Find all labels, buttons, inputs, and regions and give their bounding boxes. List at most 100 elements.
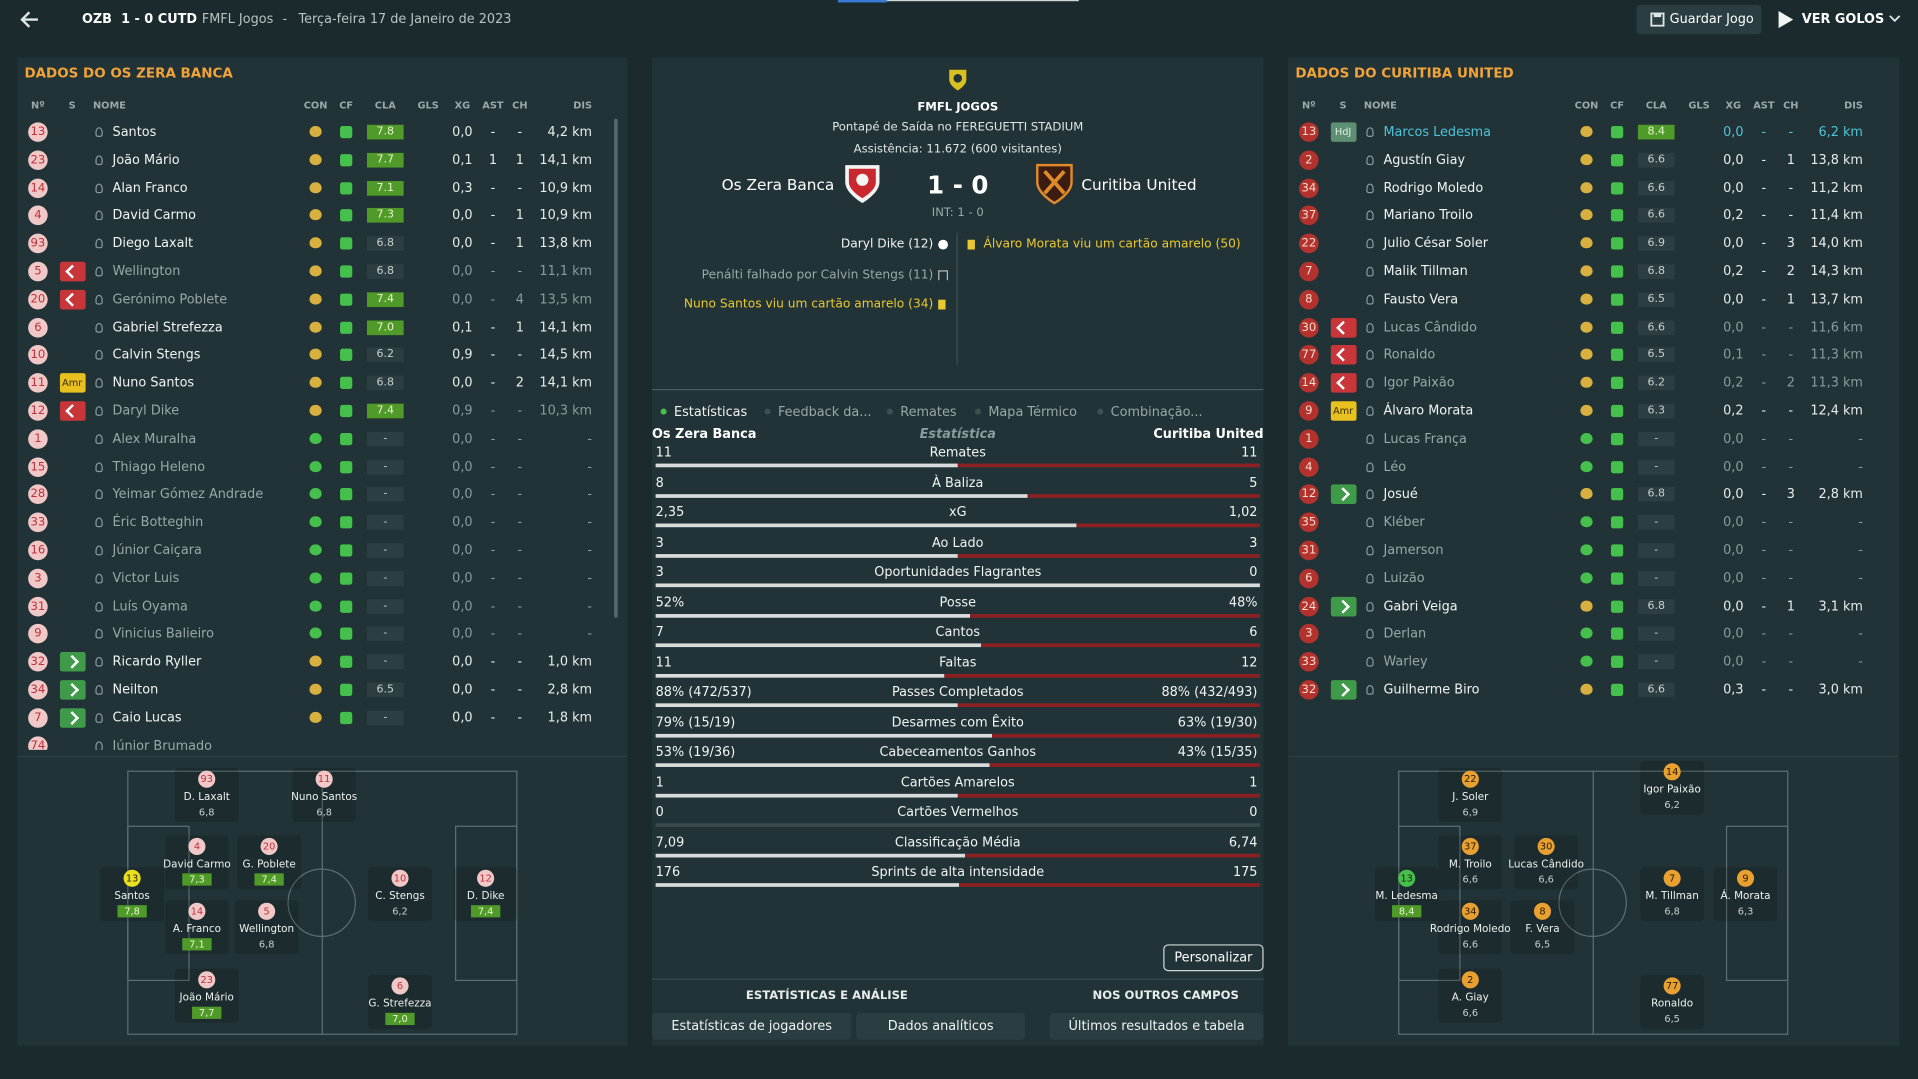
pitch-player-name[interactable]: G. Poblete: [242, 858, 296, 871]
pitch-player-name[interactable]: A. Franco: [172, 923, 221, 936]
save-button[interactable]: [1636, 4, 1762, 35]
number-badge: [1299, 205, 1319, 226]
pitch-player-name[interactable]: Lucas Cândido: [1508, 858, 1584, 871]
player-name[interactable]: Igor Paixão: [1383, 375, 1455, 391]
customize-label[interactable]: Personalizar: [1174, 950, 1253, 966]
player-name[interactable]: Derlan: [1383, 626, 1427, 642]
footer-button-label[interactable]: Últimos resultados e tabela: [1068, 1018, 1245, 1034]
player-name[interactable]: Vinicius Balieiro: [112, 626, 215, 642]
player-name[interactable]: Kléber: [1383, 515, 1425, 530]
player-name[interactable]: Alan Franco: [112, 180, 188, 196]
player-name[interactable]: Julio César Soler: [1383, 236, 1489, 251]
condition-icon: [309, 181, 322, 193]
assists: -: [1761, 682, 1767, 698]
assists: -: [1761, 264, 1767, 279]
player-name[interactable]: Lucas Cândido: [1383, 319, 1477, 335]
xg: 0,0: [452, 487, 473, 502]
player-name[interactable]: Calvin Stengs: [112, 347, 201, 363]
player-name[interactable]: Fausto Vera: [1383, 292, 1459, 307]
player-number: 32: [30, 655, 46, 669]
home-team[interactable]: Os Zera Banca: [721, 175, 835, 194]
tab[interactable]: Estatísticas: [673, 404, 748, 420]
player-name[interactable]: Lucas França: [1383, 431, 1467, 447]
player-name[interactable]: Luizão: [1383, 570, 1425, 586]
away-team[interactable]: Curitiba United: [1081, 175, 1197, 194]
player-name[interactable]: Josué: [1383, 487, 1418, 502]
footer-button[interactable]: [856, 1012, 1026, 1040]
goals-button-label[interactable]: VER GOLOS: [1801, 12, 1885, 27]
pitch-player-name[interactable]: Á. Morata: [1720, 890, 1771, 903]
pitch-player-name[interactable]: D. Dike: [466, 890, 505, 903]
pitch-player-name[interactable]: M. Troilo: [1448, 858, 1492, 871]
player-name[interactable]: Caio Lucas: [112, 710, 182, 726]
player-name[interactable]: Diego Laxalt: [112, 236, 194, 251]
tab[interactable]: Mapa Térmico: [988, 404, 1078, 420]
chances: -: [1788, 626, 1794, 642]
player-name[interactable]: Mariano Troilo: [1383, 208, 1474, 224]
player-name[interactable]: Gabriel Strefezza: [112, 319, 223, 335]
pitch-player-name[interactable]: D. Laxalt: [183, 791, 230, 804]
player-name[interactable]: Jamerson: [1383, 543, 1444, 558]
player-name[interactable]: Nuno Santos: [112, 375, 195, 391]
pitch-player-name[interactable]: J. Soler: [1452, 791, 1489, 804]
player-name[interactable]: Ronaldo: [1383, 347, 1436, 363]
pitch-player-name[interactable]: M. Ledesma: [1375, 890, 1438, 903]
player-name[interactable]: Júnior Caiçara: [112, 543, 202, 558]
customize-button[interactable]: [1163, 944, 1264, 972]
save-button-label[interactable]: Guardar Jogo: [1669, 12, 1754, 27]
dropdown-icon[interactable]: [1889, 15, 1901, 25]
player-name[interactable]: Wellington: [112, 264, 181, 279]
pitch-player-name[interactable]: Igor Paixão: [1643, 784, 1701, 797]
player-name[interactable]: Guilherme Biro: [1383, 682, 1480, 698]
player-name[interactable]: Luís Oyama: [112, 598, 188, 614]
player-name[interactable]: Thiago Heleno: [112, 459, 206, 475]
footer-button-label[interactable]: Dados analíticos: [887, 1018, 994, 1034]
condition-icon: [1580, 237, 1593, 249]
play-icon[interactable]: [1777, 10, 1794, 30]
stat-bar-home: [655, 553, 958, 558]
player-name[interactable]: Álvaro Morata: [1383, 403, 1474, 419]
pitch-player-name[interactable]: Santos: [114, 890, 150, 903]
player-name[interactable]: Daryl Dike: [112, 403, 180, 419]
pitch-player-name[interactable]: Nuno Santos: [291, 791, 358, 804]
pitch-player-name[interactable]: Ronaldo: [1651, 998, 1694, 1011]
player-name[interactable]: Santos: [112, 124, 157, 140]
player-name[interactable]: Léo: [1383, 459, 1407, 475]
player-name[interactable]: David Carmo: [112, 208, 196, 224]
rating-box: [366, 292, 404, 307]
footer-button[interactable]: [1049, 1012, 1264, 1040]
player-name[interactable]: Gabri Veiga: [1383, 598, 1458, 614]
player-name[interactable]: Rodrigo Moledo: [1383, 180, 1484, 196]
tab[interactable]: Remates: [900, 404, 957, 420]
player-name[interactable]: Ricardo Ryller: [112, 654, 202, 670]
pitch-player-name[interactable]: F. Vera: [1525, 923, 1560, 936]
player-name[interactable]: Victor Luis: [112, 570, 180, 586]
tab[interactable]: Combinação...: [1110, 404, 1203, 420]
footer-button[interactable]: [651, 1012, 852, 1040]
footer-button-label[interactable]: Estatísticas de jogadores: [671, 1018, 832, 1034]
pitch-player-name[interactable]: M. Tillman: [1645, 890, 1699, 903]
pitch-player-name[interactable]: G. Strefezza: [368, 998, 432, 1011]
player-name[interactable]: Marcos Ledesma: [1383, 124, 1492, 140]
player-name[interactable]: Alex Muralha: [112, 431, 197, 447]
player-name[interactable]: Yeimar Gómez Andrade: [112, 487, 264, 502]
back-button[interactable]: [18, 10, 40, 30]
pitch-player-name[interactable]: Rodrigo Moledo: [1429, 923, 1511, 936]
player-name[interactable]: Neilton: [112, 682, 159, 698]
pitch-player-name[interactable]: C. Stengs: [375, 890, 425, 903]
kickoff: Pontapé de Saída no FEREGUETTI STADIUM: [832, 120, 1084, 134]
player-name[interactable]: Warley: [1383, 654, 1428, 670]
pitch-player-name[interactable]: A. Giay: [1451, 992, 1489, 1005]
pitch-player-name[interactable]: David Carmo: [163, 858, 231, 871]
pitch-player-name[interactable]: João Mário: [179, 992, 234, 1005]
pitch-player-name[interactable]: Wellington: [239, 923, 295, 936]
player-name[interactable]: Malik Tillman: [1383, 264, 1468, 279]
player-name[interactable]: Gerónimo Poblete: [112, 292, 228, 307]
tab[interactable]: Feedback da...: [777, 404, 872, 420]
player-name[interactable]: Éric Botteghin: [112, 515, 204, 530]
fitness-icon: [1610, 293, 1624, 306]
player-name[interactable]: Júnior Brumado: [112, 738, 213, 750]
number-badge: [28, 261, 48, 282]
player-name[interactable]: Agustín Giay: [1383, 152, 1466, 168]
player-name[interactable]: João Mário: [112, 152, 180, 168]
